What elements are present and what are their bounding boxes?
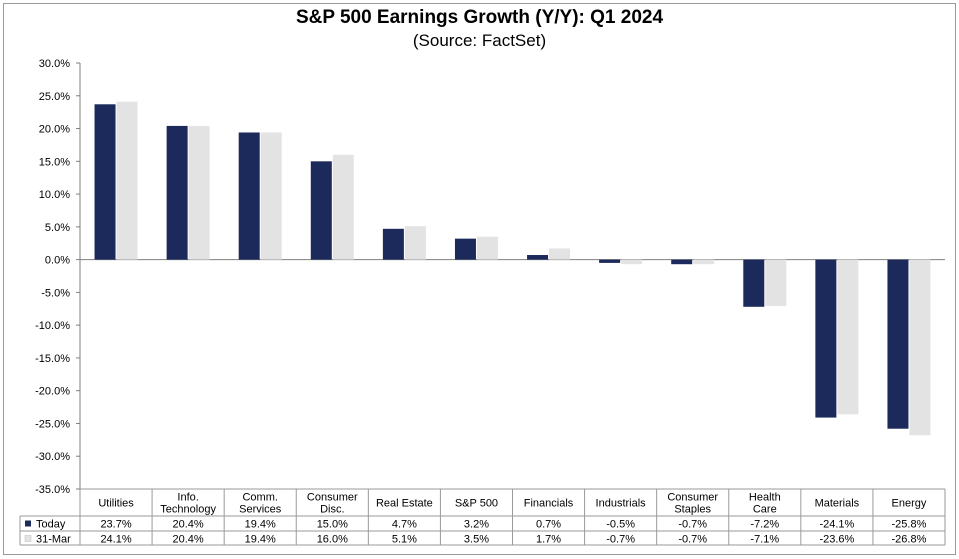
data-table-value: -0.5% bbox=[606, 519, 635, 531]
bar-today bbox=[166, 125, 188, 260]
bar-31-mar bbox=[404, 226, 426, 260]
bar-today bbox=[454, 238, 476, 260]
y-tick-label: 30.0% bbox=[39, 58, 70, 70]
data-table-value: -0.7% bbox=[678, 534, 707, 546]
y-tick-label: 5.0% bbox=[45, 222, 70, 234]
legend-swatch bbox=[24, 535, 32, 542]
bar-today bbox=[527, 255, 549, 260]
data-table-value: 24.1% bbox=[100, 534, 131, 546]
data-table-value: 20.4% bbox=[173, 534, 204, 546]
y-tick-label: -35.0% bbox=[35, 484, 70, 496]
legend-label: Today bbox=[36, 519, 66, 531]
bar-31-mar bbox=[837, 259, 859, 415]
chart-title: S&P 500 Earnings Growth (Y/Y): Q1 2024 bbox=[295, 7, 664, 28]
y-tick-label: 20.0% bbox=[39, 124, 70, 136]
category-label: Real Estate bbox=[376, 498, 433, 510]
data-table-value: 15.0% bbox=[317, 519, 348, 531]
bar-31-mar bbox=[260, 132, 282, 260]
bar-today bbox=[815, 259, 837, 418]
bar-today bbox=[671, 259, 693, 265]
category-label: Utilities bbox=[98, 498, 134, 510]
bar-31-mar bbox=[693, 259, 715, 265]
data-table-value: 0.7% bbox=[536, 519, 561, 531]
data-table-value: 4.7% bbox=[392, 519, 417, 531]
data-table-value: -23.6% bbox=[819, 534, 854, 546]
category-label: Comm. bbox=[242, 492, 277, 504]
category-label: Consumer bbox=[667, 492, 718, 504]
bar-31-mar bbox=[909, 259, 931, 436]
category-label: Services bbox=[239, 504, 282, 516]
bar-today bbox=[238, 132, 260, 260]
bar-31-mar bbox=[621, 259, 643, 265]
y-tick-label: 0.0% bbox=[45, 255, 70, 267]
data-table-value: -7.1% bbox=[750, 534, 779, 546]
category-label: Info. bbox=[177, 492, 198, 504]
bar-today bbox=[94, 104, 116, 260]
data-table-value: 3.5% bbox=[464, 534, 489, 546]
y-tick-label: 10.0% bbox=[39, 189, 70, 201]
category-label: Care bbox=[753, 504, 777, 516]
legend-label: 31-Mar bbox=[36, 534, 71, 546]
category-label: Health bbox=[749, 492, 781, 504]
bar-31-mar bbox=[188, 125, 210, 260]
data-table-value: -0.7% bbox=[606, 534, 635, 546]
bar-31-mar bbox=[549, 248, 571, 260]
y-tick-label: 25.0% bbox=[39, 91, 70, 103]
bar-today bbox=[382, 228, 404, 260]
category-label: Industrials bbox=[596, 498, 647, 510]
data-table-value: 19.4% bbox=[245, 519, 276, 531]
data-table-value: -25.8% bbox=[892, 519, 927, 531]
bar-today bbox=[599, 259, 621, 263]
data-table-value: -7.2% bbox=[750, 519, 779, 531]
category-label: Disc. bbox=[320, 504, 344, 516]
y-tick-label: -20.0% bbox=[35, 386, 70, 398]
y-tick-label: -25.0% bbox=[35, 418, 70, 430]
data-table-value: 23.7% bbox=[100, 519, 131, 531]
category-label: Technology bbox=[160, 504, 216, 516]
category-label: S&P 500 bbox=[455, 498, 498, 510]
bar-31-mar bbox=[116, 101, 138, 260]
data-table-value: 16.0% bbox=[317, 534, 348, 546]
legend-swatch bbox=[25, 520, 31, 527]
category-label: Staples bbox=[674, 504, 711, 516]
y-tick-label: -10.0% bbox=[35, 320, 70, 332]
bar-31-mar bbox=[332, 154, 354, 260]
data-table-value: 19.4% bbox=[245, 534, 276, 546]
category-label: Consumer bbox=[307, 492, 358, 504]
data-table-value: -26.8% bbox=[892, 534, 927, 546]
bar-today bbox=[310, 161, 332, 260]
bar-today bbox=[743, 259, 765, 307]
y-tick-label: -5.0% bbox=[41, 287, 70, 299]
category-label: Energy bbox=[892, 498, 927, 510]
y-tick-label: 15.0% bbox=[39, 156, 70, 168]
data-table-value: 3.2% bbox=[464, 519, 489, 531]
category-label: Financials bbox=[524, 498, 574, 510]
data-table-value: 1.7% bbox=[536, 534, 561, 546]
data-table-value: 5.1% bbox=[392, 534, 417, 546]
y-tick-label: -30.0% bbox=[35, 451, 70, 463]
chart-subtitle: (Source: FactSet) bbox=[412, 31, 547, 50]
bar-31-mar bbox=[765, 259, 787, 307]
data-table-value: -24.1% bbox=[819, 519, 854, 531]
y-tick-label: -15.0% bbox=[35, 353, 70, 365]
bar-31-mar bbox=[476, 236, 498, 260]
category-label: Materials bbox=[815, 498, 860, 510]
data-table-value: 20.4% bbox=[173, 519, 204, 531]
bar-today bbox=[887, 259, 909, 429]
data-table-value: -0.7% bbox=[678, 519, 707, 531]
